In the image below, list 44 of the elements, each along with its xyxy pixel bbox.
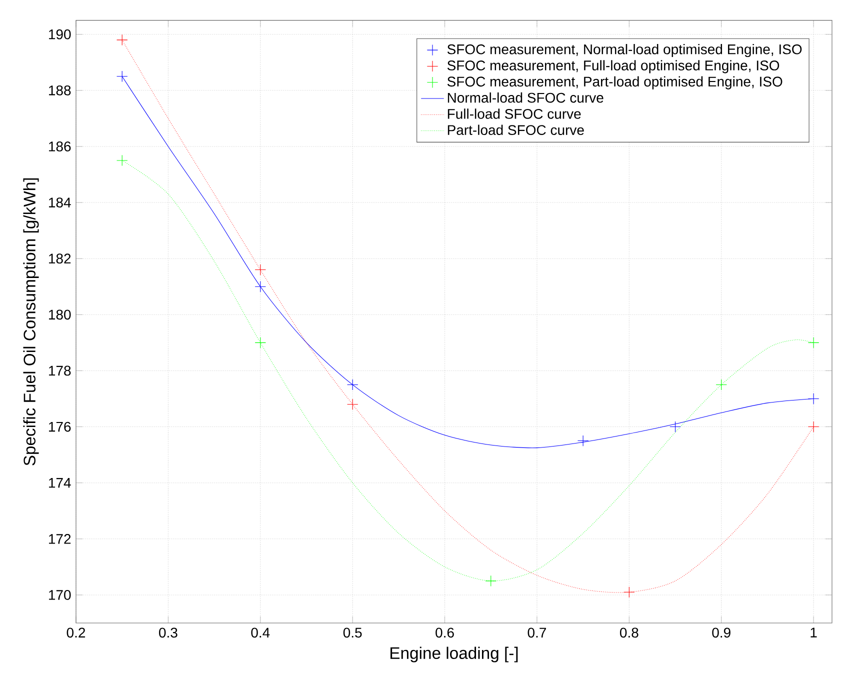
y-tick-label: 190 (49, 29, 71, 40)
point (346, 379, 358, 390)
y-tick-label: 174 (49, 478, 71, 488)
point (808, 421, 820, 432)
legend-label: Part-load SFOC curve (448, 124, 584, 136)
point (485, 575, 496, 587)
point (716, 379, 727, 390)
x-tick-label: 0.2 (66, 628, 86, 638)
point (346, 398, 358, 410)
legend-label: Normal-load SFOC curve (448, 92, 604, 103)
point (116, 154, 128, 166)
point (624, 586, 635, 598)
x-tick-label: 0.5 (343, 628, 362, 638)
legend-label: SFOC measurement, Full-load optimised Engine, ISO (447, 60, 780, 74)
point (254, 281, 266, 292)
x-tick-label: 0.4 (251, 628, 270, 638)
legend-label: Full-load SFOC curve (448, 108, 581, 119)
x-tick-label: 0.6 (436, 628, 454, 638)
x-tick-label: 0.8 (620, 628, 638, 638)
x-tick-label: 0.9 (712, 628, 730, 638)
y-tick-label: 182 (49, 254, 71, 264)
x-tick-label: 0.7 (528, 628, 546, 638)
y-tick-label: 188 (49, 85, 71, 96)
y-tick-label: 172 (49, 534, 71, 544)
point (808, 393, 820, 404)
point (116, 70, 128, 82)
x-tick-label: 0.3 (159, 628, 178, 638)
legend-label: SFOC measurement, Normal-load optimised Engine, ISO (447, 44, 802, 58)
y-tick-label: 184 (49, 198, 71, 208)
y-tick-label: 178 (49, 366, 71, 376)
point (670, 421, 681, 432)
legend-label: SFOC measurement, Part-load optimised Engine, ISO (447, 76, 782, 90)
y-tick-label: 176 (49, 422, 71, 432)
y-tick-label: 170 (49, 590, 71, 600)
point (116, 34, 128, 46)
y-tick-label: 186 (49, 142, 71, 152)
point (254, 337, 266, 348)
point (808, 337, 820, 348)
y-axis-title: Specific Fuel Oil Consumptiom [g/kWh] (23, 178, 39, 466)
point (254, 264, 266, 276)
y-tick-label: 180 (49, 310, 71, 320)
x-tick-label: 1 (810, 628, 817, 638)
x-axis-title: Engine loading [-] (390, 646, 518, 662)
point (577, 435, 589, 446)
